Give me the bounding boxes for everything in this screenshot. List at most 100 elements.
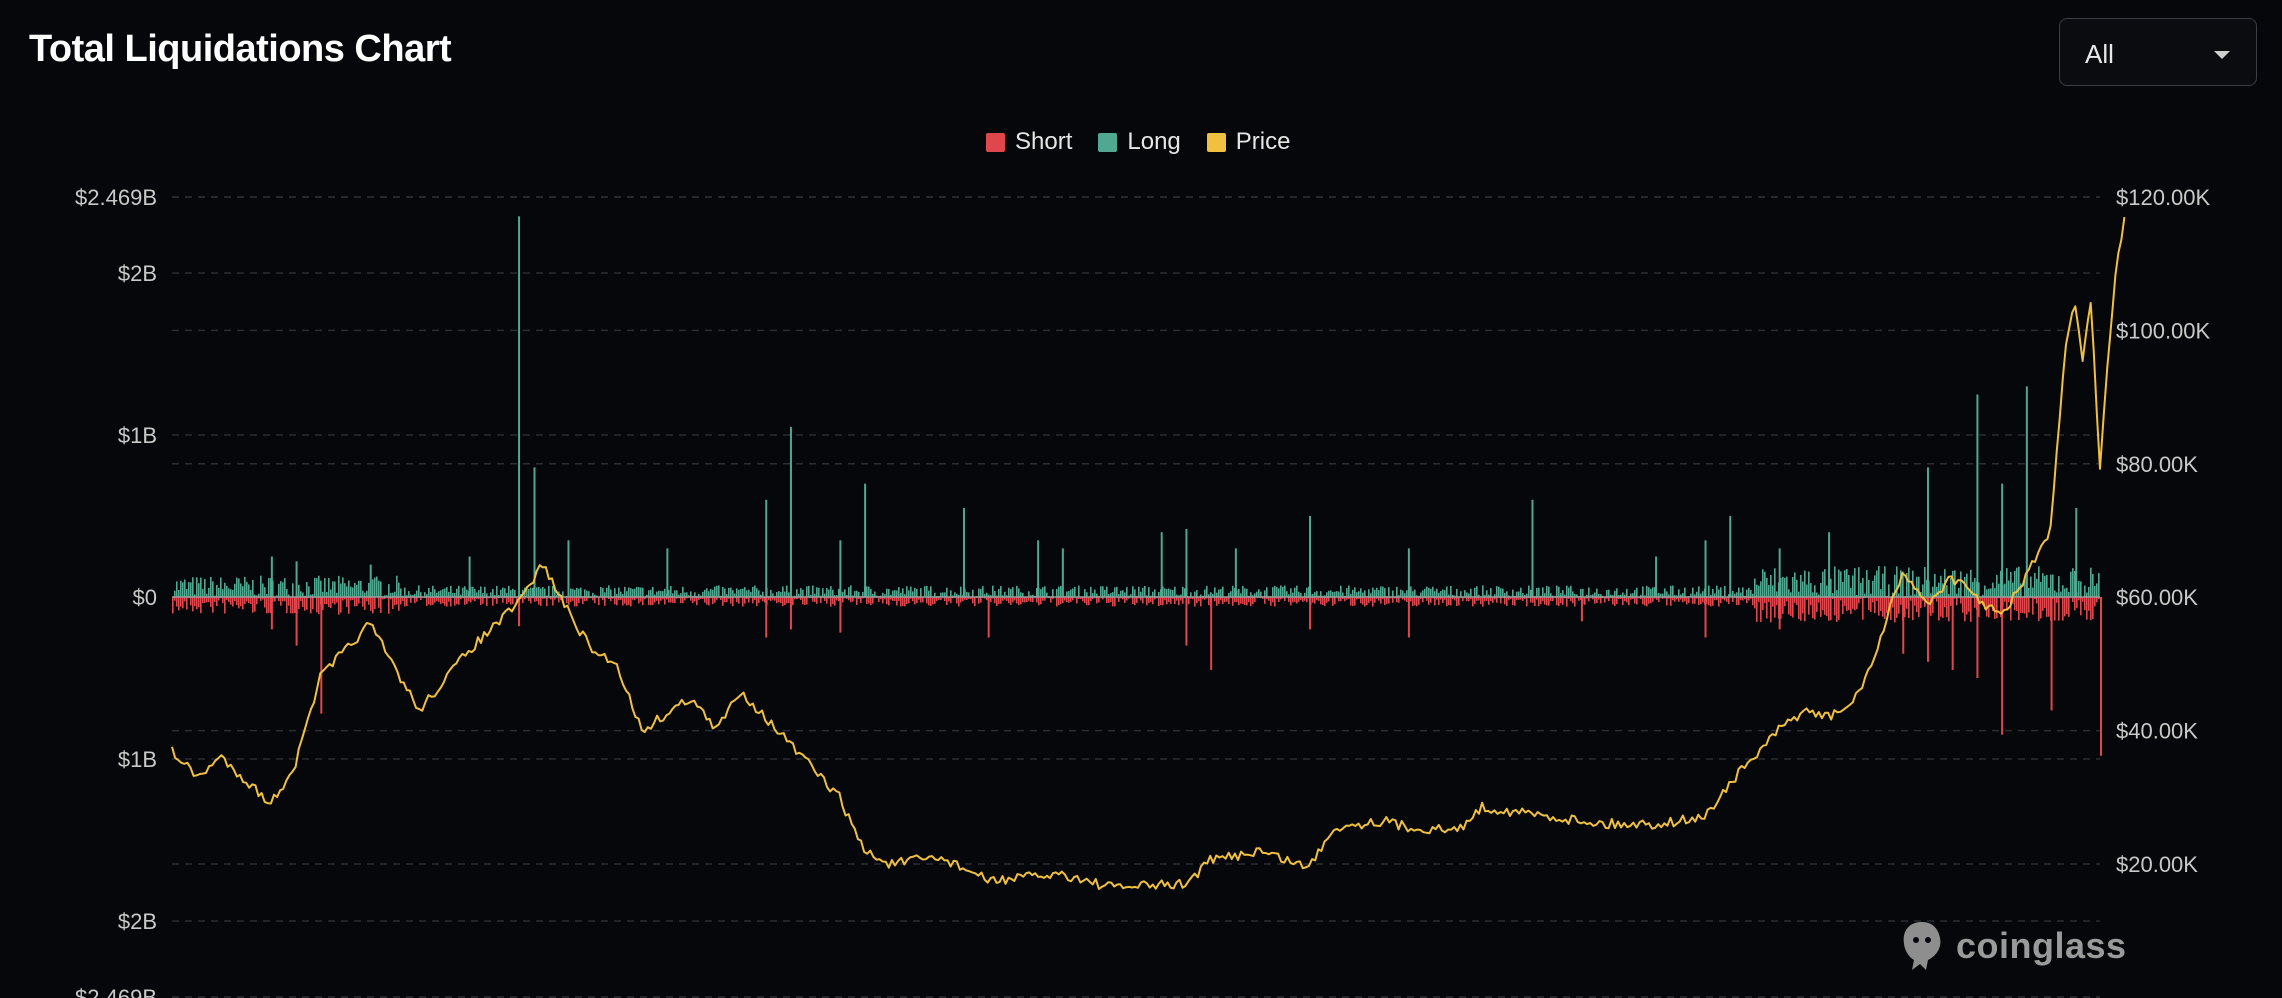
short-bar [1860, 597, 1862, 599]
long-bar [1288, 594, 1290, 597]
long-bar [372, 579, 374, 597]
short-bar [1170, 597, 1172, 604]
long-bar [1729, 515, 1732, 597]
short-bar [546, 597, 548, 607]
long-bar [1655, 556, 1658, 597]
long-bar [1206, 585, 1208, 597]
long-bar [1952, 571, 1954, 597]
long-bar [1316, 591, 1318, 597]
short-bar [1572, 597, 1574, 604]
time-range-select[interactable]: All [2059, 18, 2257, 86]
long-bar [446, 587, 448, 597]
short-bar [1848, 597, 1850, 611]
short-bar [620, 597, 622, 600]
short-bar [592, 597, 594, 601]
long-bar [1582, 588, 1584, 597]
coinglass-logo-icon [1903, 922, 1941, 970]
long-bar [586, 590, 588, 597]
short-bar [682, 597, 684, 604]
short-bar [1228, 597, 1230, 605]
short-bar [1276, 597, 1278, 599]
long-bar [1776, 591, 1778, 597]
long-bar [1956, 593, 1958, 597]
short-bar [1012, 597, 1014, 603]
long-bar [784, 591, 786, 597]
long-bar [789, 426, 792, 597]
long-bar [1750, 590, 1752, 597]
short-bar [2044, 597, 2046, 609]
short-bar [458, 597, 460, 605]
short-bar [794, 597, 796, 600]
long-bar [756, 588, 758, 597]
short-bar [1684, 597, 1686, 602]
short-bar [2022, 597, 2024, 614]
long-bar [748, 589, 750, 597]
long-bar [376, 576, 378, 597]
short-bar [2088, 597, 2090, 611]
short-bar [1706, 597, 1708, 604]
short-bar [2078, 597, 2080, 601]
short-bar [310, 597, 312, 614]
short-bar [1916, 597, 1918, 612]
short-bar [2096, 597, 2098, 603]
short-bar [1014, 597, 1016, 601]
long-bar [1290, 588, 1292, 597]
short-bar [1686, 597, 1688, 605]
legend-item-price[interactable]: Price [1206, 128, 1290, 156]
short-bar [706, 597, 708, 605]
long-bar [730, 587, 732, 597]
long-bar [742, 588, 744, 597]
long-bar [1818, 594, 1820, 597]
long-bar [814, 593, 816, 597]
short-bar [1304, 597, 1306, 601]
short-bar [1214, 597, 1216, 602]
long-bar [220, 577, 222, 597]
short-bar [1558, 597, 1560, 606]
long-bar [736, 588, 738, 597]
short-bar [2010, 597, 2012, 621]
legend-item-long[interactable]: Long [1098, 128, 1181, 156]
long-bar [656, 591, 658, 597]
long-bar [1522, 592, 1524, 597]
long-bar [1200, 594, 1202, 597]
long-bar [316, 578, 318, 597]
long-bar [1902, 571, 1904, 597]
short-bar [916, 597, 918, 603]
long-bar [1244, 588, 1246, 597]
short-bar [1708, 597, 1710, 606]
long-bar [1842, 582, 1844, 597]
long-bar [1576, 594, 1578, 597]
long-bar [930, 586, 932, 597]
long-bar [262, 583, 264, 597]
short-bar [902, 597, 904, 607]
short-bar [1992, 597, 1994, 612]
short-bar [1810, 597, 1812, 606]
short-bar [1636, 597, 1638, 605]
short-bar [1196, 597, 1198, 604]
long-bar [1588, 587, 1590, 597]
long-bar [798, 593, 800, 597]
short-bar [196, 597, 198, 610]
short-bar [394, 597, 396, 606]
short-bar [1332, 597, 1334, 606]
short-bar [724, 597, 726, 603]
short-bar [350, 597, 352, 601]
short-bar [1828, 597, 1830, 621]
short-bar [730, 597, 732, 604]
short-bar [1298, 597, 1300, 602]
short-bar [1406, 597, 1408, 602]
long-bar [533, 467, 536, 597]
short-bar [780, 597, 782, 604]
long-bar [1180, 594, 1182, 597]
short-bar [1384, 597, 1386, 605]
short-bar [530, 597, 532, 604]
long-bar [1848, 574, 1850, 597]
short-bar [1614, 597, 1616, 607]
short-bar [366, 597, 368, 602]
long-bar [2088, 586, 2090, 597]
legend-item-short[interactable]: Short [986, 128, 1072, 156]
short-bar [214, 597, 216, 602]
right-axis-tick-label: $40.00K [2116, 719, 2198, 744]
short-bar [178, 597, 180, 611]
